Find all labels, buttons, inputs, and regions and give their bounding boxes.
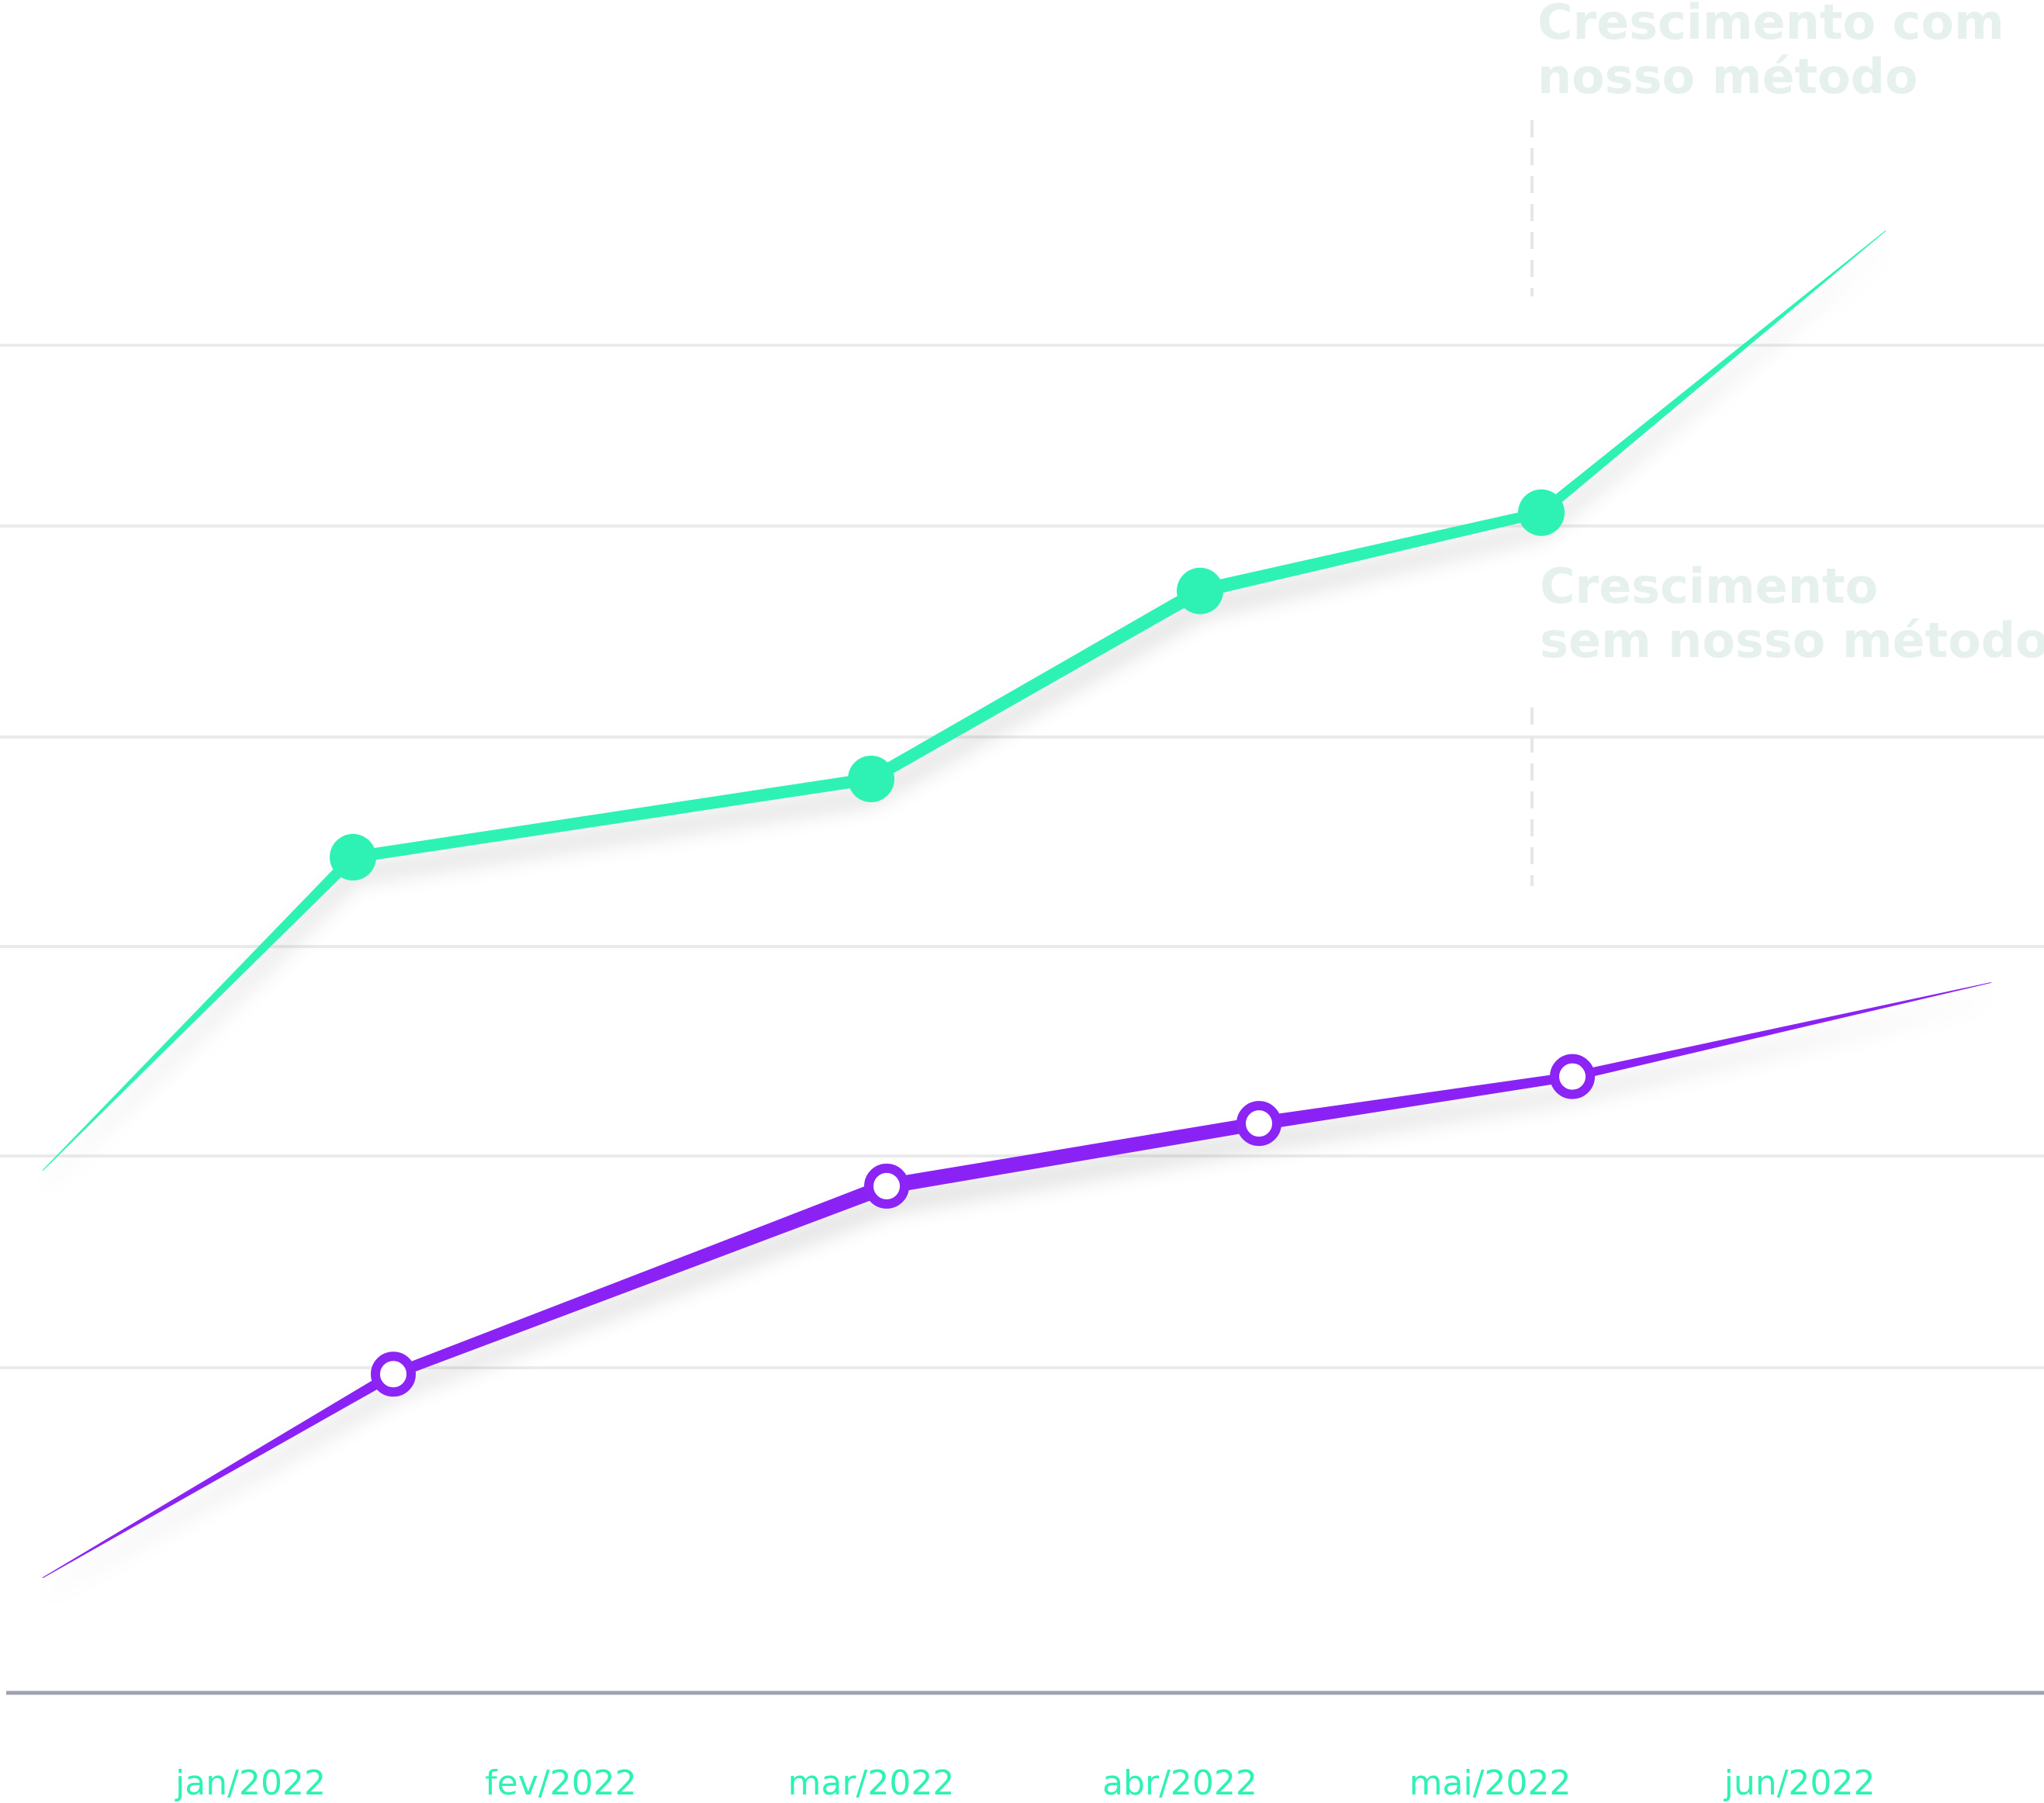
- x-tick-label: mai/2022: [1409, 1763, 1572, 1803]
- x-tick-label: fev/2022: [485, 1763, 636, 1803]
- data-point: [1177, 567, 1223, 614]
- data-point: [1550, 1054, 1595, 1099]
- grid-lines: [0, 344, 2044, 1369]
- data-point: [1518, 489, 1565, 536]
- series-without-method: [42, 982, 1992, 1579]
- series-label-line: Crescimento: [1540, 558, 1878, 614]
- annotations: Crescimento com nosso método Crescimento se…: [1530, 0, 2044, 886]
- data-point: [848, 755, 894, 802]
- series-label-line: nosso método: [1537, 48, 1918, 105]
- x-tick-labels: jan/2022 fev/2022 mar/2022 abr/2022 mai/2022…: [175, 1763, 1875, 1803]
- data-point: [330, 833, 376, 881]
- series-label-with-method: Crescimento com nosso método: [1537, 0, 2004, 105]
- series-label-without-method: Crescimento sem nosso método: [1540, 558, 2044, 669]
- series: [42, 230, 1992, 1579]
- data-point: [1236, 1101, 1281, 1147]
- series-line: [42, 982, 1992, 1579]
- x-tick-label: mar/2022: [788, 1763, 955, 1803]
- series-label-line: sem nosso método: [1540, 612, 2044, 669]
- x-tick-label: jun/2022: [1724, 1763, 1876, 1803]
- series-with-method: [42, 230, 1887, 1171]
- x-tick-label: abr/2022: [1102, 1763, 1257, 1803]
- x-tick-label: jan/2022: [175, 1763, 326, 1803]
- data-point: [371, 1351, 416, 1397]
- data-point: [864, 1163, 909, 1209]
- series-label-line: Crescimento com: [1537, 0, 2004, 50]
- series-line: [42, 230, 1887, 1171]
